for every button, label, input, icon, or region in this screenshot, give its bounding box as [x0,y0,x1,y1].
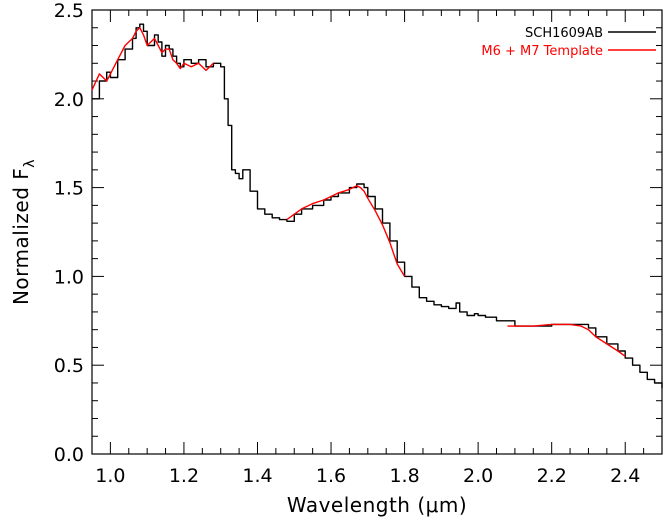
series-line-sch1609ab [92,23,663,389]
x-axis-label: Wavelength (μm) [287,493,467,517]
series-line-template [91,27,626,357]
y-axis-label-main: Normalized F [9,168,33,305]
series-layer [91,23,663,389]
x-tick-label: 1.0 [95,465,125,487]
y-axis-label-subscript: λ [22,159,38,168]
y-tick-label: 2.0 [54,89,84,111]
x-tick-label: 2.0 [463,465,493,487]
legend-label-template: M6 + M7 Template [481,44,603,59]
plot-frame [91,9,663,455]
legend: SCH1609AB M6 + M7 Template [481,26,656,59]
y-axis-ticks: 0.0 0.5 1.0 1.5 2.0 2.5 [54,0,662,466]
y-tick-label: 1.0 [54,266,84,288]
y-axis-label: Normalized Fλ [9,159,38,305]
x-tick-label: 1.2 [169,465,199,487]
y-tick-label: 0.0 [54,444,84,466]
x-tick-label: 2.4 [610,465,640,487]
x-tick-label: 1.4 [242,465,272,487]
x-axis-ticks: 1.0 1.2 1.4 1.6 1.8 2.0 2.2 2.4 [91,10,663,487]
y-tick-label: 0.5 [54,355,84,377]
legend-label-sch1609ab: SCH1609AB [525,26,603,41]
x-tick-label: 1.8 [389,465,419,487]
x-tick-label: 1.6 [316,465,346,487]
plot-area: 1.0 1.2 1.4 1.6 1.8 2.0 2.2 2.4 0.0 0.5 1.0 1.5 2.0… [54,0,663,487]
x-tick-label: 2.2 [537,465,567,487]
y-tick-label: 2.5 [54,0,84,22]
y-tick-label: 1.5 [54,178,84,200]
